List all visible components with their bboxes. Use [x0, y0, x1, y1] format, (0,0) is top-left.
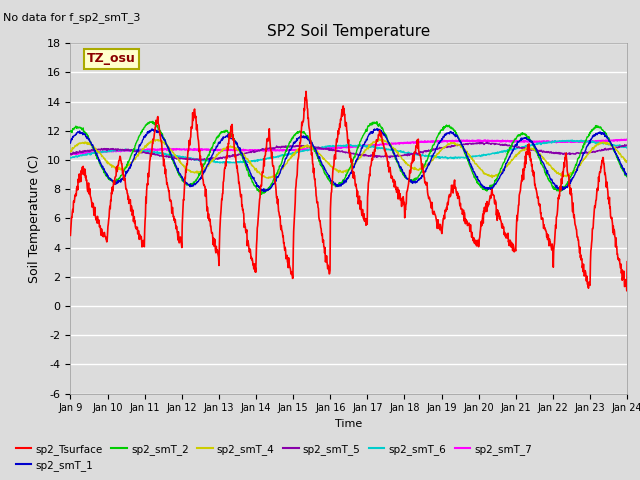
- sp2_Tsurface: [302, 88, 310, 94]
- sp2_smT_5: [253, 148, 260, 154]
- Line: sp2_smT_1: sp2_smT_1: [70, 129, 627, 192]
- sp2_smT_4: [509, 157, 516, 163]
- sp2_smT_1: [190, 181, 198, 187]
- sp2_smT_5: [483, 139, 491, 145]
- sp2_smT_5: [195, 157, 202, 163]
- sp2_smT_1: [261, 189, 269, 194]
- sp2_smT_5: [509, 144, 516, 149]
- sp2_smT_4: [177, 160, 184, 166]
- sp2_Tsurface: [508, 241, 516, 247]
- sp2_smT_7: [253, 147, 260, 153]
- sp2_smT_6: [623, 145, 631, 151]
- Text: TZ_osu: TZ_osu: [87, 52, 136, 65]
- sp2_smT_4: [67, 149, 74, 155]
- sp2_smT_7: [436, 139, 444, 144]
- sp2_smT_7: [177, 147, 185, 153]
- sp2_smT_7: [557, 139, 565, 145]
- sp2_smT_7: [508, 138, 516, 144]
- sp2_smT_7: [191, 147, 198, 153]
- sp2_Tsurface: [67, 232, 74, 238]
- Line: sp2_smT_4: sp2_smT_4: [70, 139, 627, 178]
- sp2_smT_6: [253, 158, 260, 164]
- sp2_smT_2: [258, 192, 266, 197]
- sp2_smT_2: [558, 187, 566, 193]
- sp2_smT_6: [568, 137, 576, 143]
- sp2_Tsurface: [253, 242, 260, 248]
- sp2_smT_1: [253, 180, 260, 186]
- sp2_smT_4: [623, 159, 631, 165]
- sp2_smT_2: [623, 173, 631, 179]
- Title: SP2 Soil Temperature: SP2 Soil Temperature: [267, 24, 431, 39]
- sp2_smT_5: [558, 150, 566, 156]
- sp2_Tsurface: [190, 107, 198, 113]
- sp2_Tsurface: [177, 237, 184, 243]
- sp2_smT_1: [177, 172, 184, 178]
- sp2_smT_2: [177, 175, 185, 180]
- Line: sp2_smT_2: sp2_smT_2: [70, 121, 627, 194]
- sp2_smT_6: [67, 155, 74, 161]
- sp2_smT_1: [558, 186, 566, 192]
- sp2_smT_4: [558, 172, 566, 178]
- sp2_smT_1: [67, 140, 74, 146]
- Y-axis label: Soil Temperature (C): Soil Temperature (C): [28, 154, 41, 283]
- sp2_Tsurface: [623, 259, 631, 264]
- Line: sp2_smT_5: sp2_smT_5: [70, 142, 627, 160]
- sp2_smT_1: [373, 126, 381, 132]
- sp2_smT_2: [436, 130, 444, 136]
- sp2_smT_2: [149, 119, 157, 124]
- sp2_smT_4: [265, 175, 273, 181]
- sp2_smT_5: [190, 157, 198, 163]
- Line: sp2_Tsurface: sp2_Tsurface: [70, 91, 627, 291]
- Legend: sp2_Tsurface, sp2_smT_1, sp2_smT_2, sp2_smT_4, sp2_smT_5, sp2_smT_6, sp2_smT_7: sp2_Tsurface, sp2_smT_1, sp2_smT_2, sp2_…: [12, 439, 536, 475]
- sp2_smT_6: [557, 138, 565, 144]
- sp2_Tsurface: [436, 225, 444, 230]
- X-axis label: Time: Time: [335, 419, 362, 429]
- Line: sp2_smT_6: sp2_smT_6: [70, 140, 627, 163]
- sp2_smT_5: [436, 144, 444, 150]
- sp2_smT_4: [376, 136, 383, 142]
- sp2_smT_2: [191, 180, 198, 185]
- sp2_smT_6: [190, 157, 198, 163]
- sp2_smT_1: [509, 147, 516, 153]
- sp2_smT_1: [623, 173, 631, 179]
- sp2_smT_4: [253, 168, 260, 173]
- sp2_smT_7: [67, 152, 74, 157]
- sp2_smT_2: [67, 128, 74, 134]
- sp2_smT_1: [436, 140, 444, 145]
- Text: No data for f_sp2_smT_3: No data for f_sp2_smT_3: [3, 12, 141, 23]
- sp2_smT_7: [67, 152, 75, 157]
- sp2_smT_6: [508, 146, 516, 152]
- sp2_smT_5: [623, 142, 631, 147]
- sp2_smT_2: [509, 141, 516, 146]
- sp2_smT_2: [253, 186, 260, 192]
- sp2_smT_6: [436, 154, 444, 160]
- sp2_smT_5: [177, 156, 184, 161]
- sp2_smT_5: [67, 151, 74, 156]
- sp2_smT_7: [623, 136, 631, 142]
- sp2_smT_4: [436, 148, 444, 154]
- sp2_smT_6: [232, 160, 240, 166]
- sp2_Tsurface: [557, 176, 565, 181]
- sp2_Tsurface: [623, 288, 630, 294]
- sp2_smT_4: [190, 170, 198, 176]
- sp2_smT_6: [177, 154, 184, 160]
- Line: sp2_smT_7: sp2_smT_7: [70, 139, 627, 155]
